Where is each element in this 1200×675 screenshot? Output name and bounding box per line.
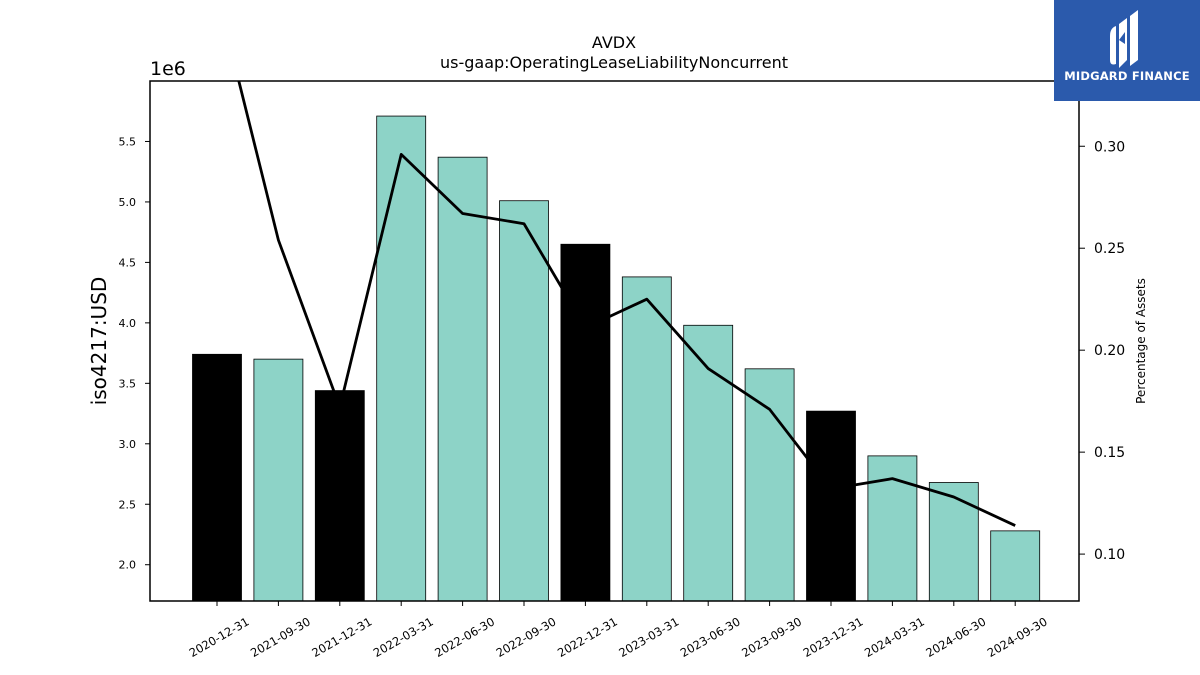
x-axis: 2020-12-312021-09-302021-12-312022-03-31… xyxy=(187,601,1050,660)
x-tick-label: 2022-03-31 xyxy=(371,614,436,660)
y-tick-label: 3.5 xyxy=(119,377,137,390)
y2-axis: 0.10 0.15 0.20 0.25 0.30 xyxy=(1079,139,1125,563)
bar-2023-09-30 xyxy=(744,368,795,602)
plot-frame xyxy=(149,80,1080,602)
bar-2022-09-30 xyxy=(499,200,549,602)
x-tick-label: 2020-12-31 xyxy=(187,614,252,660)
chart-subtitle: us-gaap:OperatingLeaseLiabilityNoncurren… xyxy=(440,53,788,72)
x-tick-label: 2023-09-30 xyxy=(739,614,804,660)
y2-tick-label: 0.20 xyxy=(1094,343,1125,359)
y2-tick-label: 0.30 xyxy=(1094,139,1125,155)
bar-2022-06-30 xyxy=(437,156,488,602)
y-tick-label: 2.0 xyxy=(119,559,137,572)
y-tick-label: 4.0 xyxy=(119,317,137,330)
bar-2021-09-30 xyxy=(253,358,304,602)
bar-2023-06-30 xyxy=(683,324,734,602)
y2-tick-label: 0.10 xyxy=(1094,547,1125,563)
bar-2024-09-30 xyxy=(990,530,1041,602)
logo: MIDGARD FINANCE xyxy=(1054,0,1200,101)
bar-2022-12-31 xyxy=(560,243,611,602)
x-tick-label: 2021-12-31 xyxy=(309,614,374,660)
y-tick-label: 5.5 xyxy=(119,135,137,148)
x-tick-label: 2023-06-30 xyxy=(678,614,743,660)
bar-2020-12-31 xyxy=(192,353,242,602)
bar-2024-06-30 xyxy=(928,482,979,602)
y2-tick-label: 0.25 xyxy=(1094,241,1125,257)
y-axis-label: iso4217:USD xyxy=(87,277,111,406)
bar-group xyxy=(192,115,1041,602)
bar-2023-03-31 xyxy=(621,276,672,602)
y2-tick-label: 0.15 xyxy=(1094,445,1125,461)
y-tick-label: 3.0 xyxy=(119,438,137,451)
logo-mark-icon xyxy=(1110,10,1138,68)
y-tick-label: 2.5 xyxy=(119,498,137,511)
y2-axis-label: Percentage of Assets xyxy=(1134,278,1148,404)
x-tick-label: 2021-09-30 xyxy=(248,614,313,660)
bar-2021-12-31 xyxy=(314,390,365,602)
y-tick-label: 4.5 xyxy=(119,256,137,269)
x-tick-label: 2024-03-31 xyxy=(862,614,927,660)
y-multiplier-label: 1e6 xyxy=(150,58,186,80)
x-tick-label: 2024-09-30 xyxy=(985,614,1050,660)
x-tick-label: 2022-06-30 xyxy=(432,614,497,660)
x-tick-label: 2022-12-31 xyxy=(555,614,620,660)
x-tick-label: 2022-09-30 xyxy=(494,614,559,660)
y-tick-label: 5.0 xyxy=(119,196,137,209)
bar-2023-12-31 xyxy=(806,410,856,602)
bar-2022-03-31 xyxy=(376,115,427,602)
x-tick-label: 2023-03-31 xyxy=(616,614,681,660)
logo-text: MIDGARD FINANCE xyxy=(1064,69,1190,83)
chart-title: AVDX xyxy=(592,33,636,52)
x-tick-label: 2024-06-30 xyxy=(923,614,988,660)
y-axis: 2.0 2.5 3.0 3.5 4.0 4.5 5.0 5.5 xyxy=(119,135,150,572)
line-group xyxy=(237,81,1016,527)
x-tick-label: 2023-12-31 xyxy=(801,614,866,660)
series-line-percentage-of-assets xyxy=(237,81,1016,527)
